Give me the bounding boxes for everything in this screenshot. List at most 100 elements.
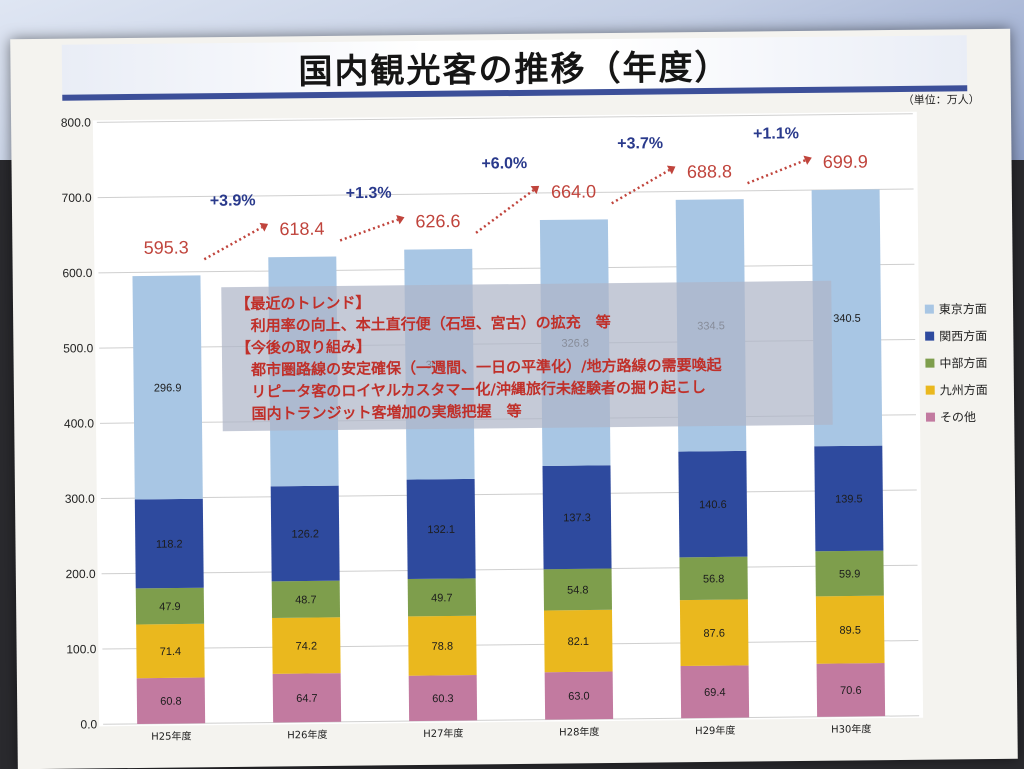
- legend-label: 関西方面: [939, 328, 987, 344]
- segment-value-label: 49.7: [431, 592, 453, 604]
- gridline: [101, 564, 918, 575]
- x-category-label: H26年度: [287, 728, 327, 741]
- bar-segment: [132, 275, 203, 500]
- total-label: 618.4: [279, 219, 324, 239]
- bar-segment: [814, 445, 884, 552]
- bar-segment: [815, 595, 885, 664]
- bar-segment: [136, 677, 206, 724]
- bar-segment: [136, 623, 205, 679]
- segment-value-label: 60.3: [432, 693, 454, 705]
- segment-value-label: 89.5: [839, 625, 861, 637]
- legend-label: 東京方面: [939, 301, 987, 317]
- total-label: 664.0: [551, 181, 596, 201]
- segment-value-label: 69.4: [704, 687, 726, 699]
- total-label: 626.6: [415, 211, 460, 231]
- y-tick-label: 500.0: [63, 341, 94, 355]
- trend-arrow-head: [530, 185, 540, 195]
- bar-segment: [272, 673, 342, 723]
- trend-arrow: [611, 168, 671, 205]
- segment-value-label: 48.7: [295, 594, 317, 606]
- note-line: 国内トランジット客増加の実態把握 等: [236, 402, 522, 424]
- total-label: 688.8: [687, 161, 732, 181]
- growth-label: +1.1%: [753, 125, 799, 142]
- gridline: [100, 489, 917, 500]
- gridline: [97, 188, 914, 199]
- bar-segment: [543, 609, 613, 673]
- bar-segment: [542, 465, 612, 570]
- segment-value-label: 63.0: [568, 690, 590, 702]
- trend-arrow-head: [259, 222, 269, 232]
- trend-arrow-head: [803, 155, 812, 165]
- bar-segment: [544, 671, 614, 720]
- x-category-label: H25年度: [151, 729, 191, 742]
- segment-value-label: 74.2: [296, 640, 318, 652]
- gridline: [98, 263, 915, 274]
- trend-arrow-head: [666, 165, 676, 175]
- bar-segment: [272, 617, 341, 674]
- segment-value-label: 87.6: [703, 628, 725, 640]
- legend-swatch: [925, 331, 935, 341]
- legend-swatch: [925, 412, 936, 422]
- bar-segment: [408, 615, 477, 676]
- y-tick-label: 0.0: [80, 717, 97, 731]
- note-line: 【今後の取り組み】: [235, 337, 372, 358]
- segment-value-label: 137.3: [563, 512, 591, 524]
- total-label: 595.3: [144, 237, 189, 257]
- title-band: 国内観光客の推移（年度）: [61, 35, 968, 101]
- trend-arrow: [339, 218, 399, 242]
- x-category-label: H29年度: [695, 724, 735, 737]
- gridline: [102, 640, 919, 650]
- y-tick-label: 700.0: [62, 191, 93, 205]
- gridline: [103, 715, 920, 725]
- x-category-label: H30年度: [831, 722, 871, 735]
- unit-label: （単位：万人）: [903, 92, 980, 107]
- y-tick-label: 400.0: [64, 416, 95, 430]
- y-tick-label: 300.0: [65, 492, 96, 506]
- segment-value-label: 59.9: [839, 568, 861, 580]
- bar-segment: [270, 485, 340, 582]
- segment-value-label: 60.8: [160, 696, 182, 708]
- category-labels: H25年度 H26年度 H27年度 H28年度 H29年度 H30年度: [151, 722, 871, 743]
- note-line: リピータ客のロイヤルカスタマー化/沖縄旅行未経験者の掘り起こし: [236, 378, 707, 402]
- bar-segment: [679, 556, 748, 601]
- trend-arrow: [203, 226, 263, 261]
- segment-value-label: 139.5: [835, 493, 863, 505]
- bar-segment: [815, 550, 884, 597]
- legend-label: その他: [940, 410, 976, 424]
- legend-swatch: [925, 385, 935, 395]
- y-tick-label: 800.0: [61, 115, 92, 129]
- bar-segment: [271, 580, 341, 619]
- legend-label: 九州方面: [940, 382, 988, 398]
- note-line: 【最近のトレンド】: [235, 293, 371, 314]
- legend-swatch: [924, 304, 934, 314]
- trend-arrows: [203, 155, 812, 261]
- y-tick-label: 200.0: [65, 567, 96, 581]
- bar-segment: [134, 498, 204, 589]
- bar-segment: [679, 599, 749, 667]
- segment-value-label: 64.7: [296, 693, 318, 705]
- growth-label: +3.7%: [617, 135, 663, 152]
- growth-label: +3.9%: [210, 192, 256, 209]
- bar-segment: [407, 578, 477, 617]
- segment-value-label: 132.1: [427, 524, 455, 536]
- bar-segment: [680, 665, 750, 719]
- total-label: 699.9: [823, 152, 868, 172]
- segment-value-label: 118.2: [156, 538, 183, 550]
- y-tick-label: 600.0: [62, 266, 93, 280]
- x-category-label: H27年度: [423, 727, 463, 740]
- segment-value-label: 54.8: [567, 584, 589, 596]
- segment-value-label: 126.2: [291, 528, 319, 540]
- y-axis-ticks: 0.0 100.0 200.0 300.0 400.0 500.0 600.0 700.0 80…: [61, 115, 98, 731]
- note-line: 利用率の向上、本土直行便（石垣、宮古）の拡充 等: [235, 313, 611, 336]
- bar-segment: [543, 568, 612, 611]
- segment-value-label: 71.4: [160, 646, 182, 658]
- segment-value-label: 140.6: [699, 499, 727, 511]
- gridline: [96, 113, 913, 123]
- trend-arrow-head: [396, 214, 405, 225]
- segment-value-label: 340.5: [833, 313, 861, 325]
- growth-label: +6.0%: [481, 155, 527, 172]
- trend-arrow: [747, 159, 806, 185]
- trend-arrow: [475, 189, 535, 234]
- segment-value-label: 296.9: [154, 382, 182, 394]
